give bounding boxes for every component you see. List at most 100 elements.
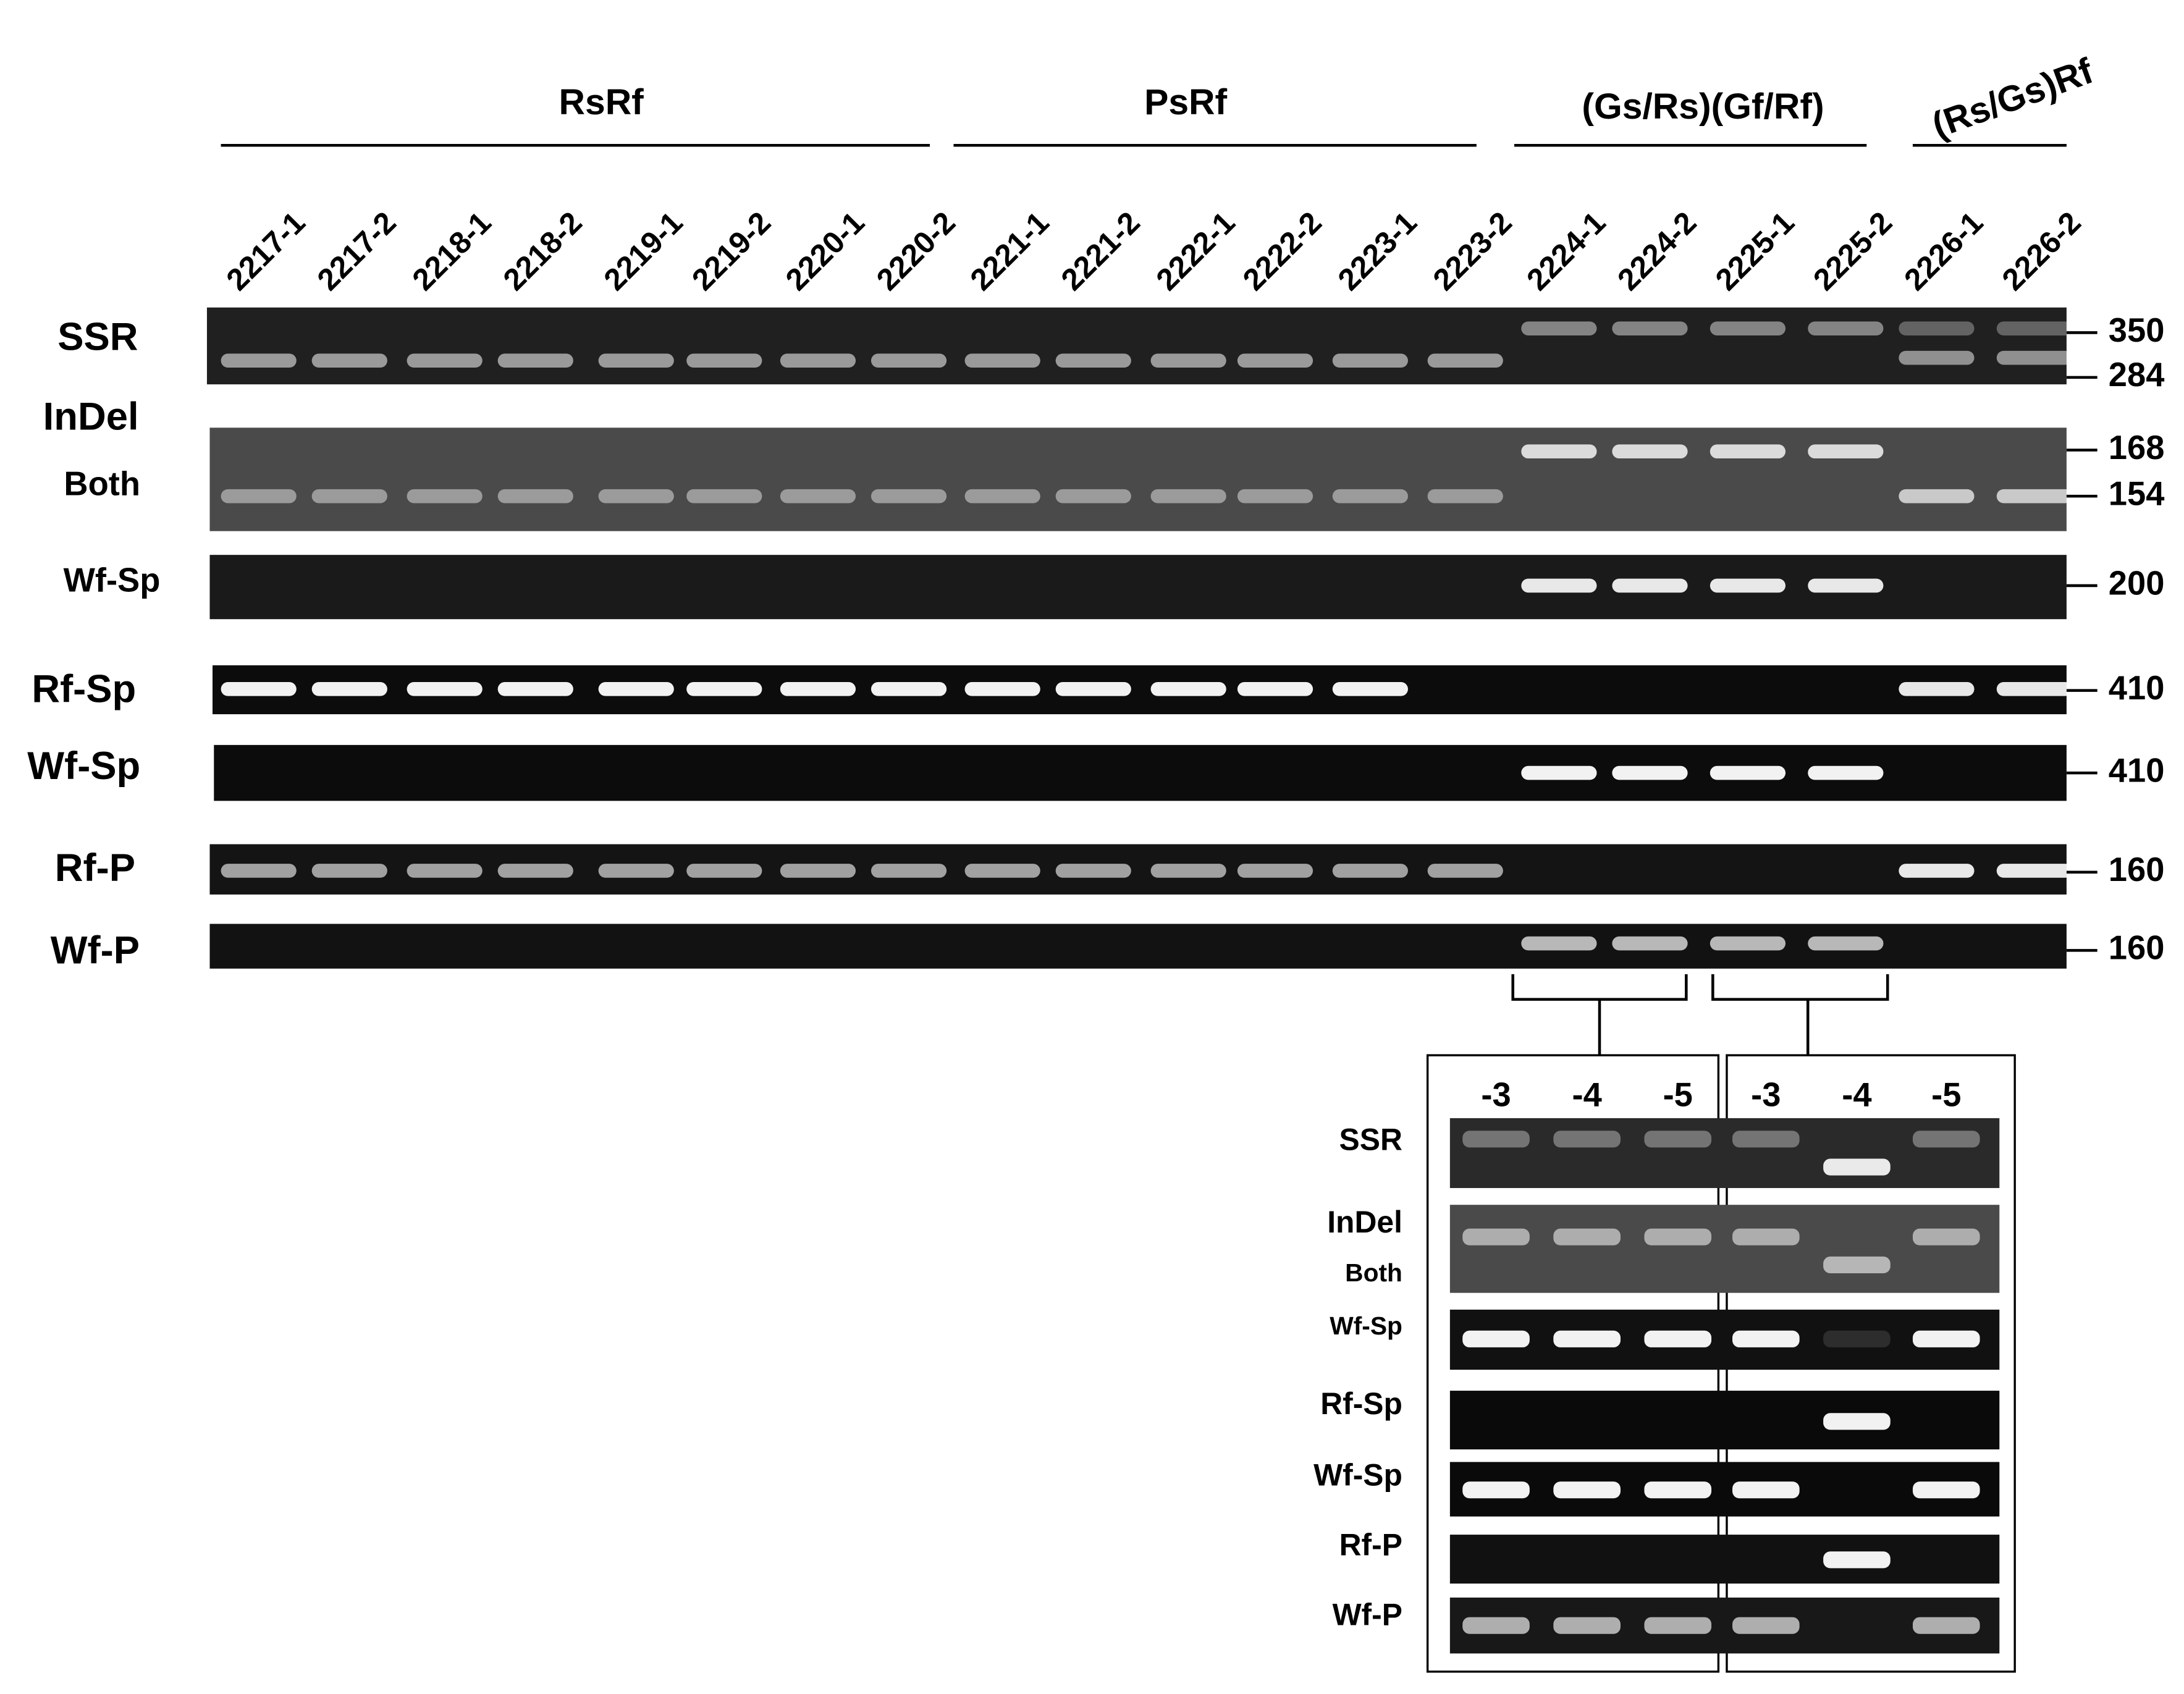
- band: [407, 864, 483, 878]
- band: [1055, 353, 1131, 368]
- band: [1710, 765, 1786, 780]
- band: [780, 489, 856, 504]
- band: [598, 682, 674, 696]
- lane-label: 2224-1: [1520, 205, 1612, 297]
- band: [1521, 765, 1597, 780]
- lane-label: 2226-2: [1996, 205, 2088, 297]
- band: [1644, 1481, 1712, 1499]
- band: [1521, 936, 1597, 951]
- band: [1823, 1551, 1891, 1569]
- band: [1553, 1481, 1621, 1499]
- band: [1732, 1330, 1800, 1347]
- band: [1237, 489, 1313, 504]
- band: [1612, 936, 1688, 951]
- band: [1237, 864, 1313, 878]
- band: [871, 682, 947, 696]
- band: [1808, 444, 1884, 459]
- row-label: SSR: [57, 315, 138, 358]
- band: [1521, 321, 1597, 335]
- band: [1462, 1131, 1530, 1148]
- band: [1462, 1228, 1530, 1245]
- band: [407, 489, 483, 504]
- band: [686, 864, 762, 878]
- lane-label: 2222-2: [1236, 205, 1328, 297]
- band: [1427, 353, 1503, 368]
- lane-label: 2226-1: [1897, 205, 1989, 297]
- lane-label: 2225-2: [1807, 205, 1899, 297]
- band: [1912, 1131, 1980, 1148]
- size-marker: 160: [2109, 851, 2165, 888]
- band: [1899, 864, 1975, 878]
- band: [1553, 1131, 1621, 1148]
- inset-gel: [1449, 1118, 2000, 1189]
- band: [1644, 1617, 1712, 1634]
- band: [1553, 1617, 1621, 1634]
- band: [1912, 1481, 1980, 1499]
- band: [871, 864, 947, 878]
- lane-label: 2220-2: [870, 205, 962, 297]
- size-marker: 350: [2109, 311, 2165, 349]
- band: [1912, 1617, 1980, 1634]
- band: [1332, 864, 1408, 878]
- band: [1553, 1228, 1621, 1245]
- band: [1150, 489, 1226, 504]
- lane-label: 2217-2: [311, 205, 403, 297]
- band: [1055, 489, 1131, 504]
- band: [1462, 1330, 1530, 1347]
- band: [964, 682, 1040, 696]
- band: [686, 489, 762, 504]
- band: [221, 864, 297, 878]
- band: [1462, 1617, 1530, 1634]
- band: [1732, 1228, 1800, 1245]
- band: [1808, 765, 1884, 780]
- band: [1996, 489, 2072, 504]
- band: [1237, 682, 1313, 696]
- band: [964, 353, 1040, 368]
- lane-label: 2218-1: [405, 205, 497, 297]
- band: [1612, 321, 1688, 335]
- band: [1521, 578, 1597, 593]
- inset-gel: [1449, 1391, 2000, 1450]
- band: [780, 864, 856, 878]
- size-marker: 410: [2109, 751, 2165, 789]
- band: [1899, 350, 1975, 365]
- band: [1710, 578, 1786, 593]
- band: [311, 682, 387, 696]
- band: [221, 353, 297, 368]
- band: [1996, 682, 2072, 696]
- column-label: -3: [1481, 1076, 1511, 1113]
- band: [1612, 578, 1688, 593]
- row-label: Rf-Sp: [32, 668, 136, 711]
- column-label: -5: [1663, 1076, 1693, 1113]
- band: [1055, 682, 1131, 696]
- inset-gel: [1449, 1535, 2000, 1584]
- band: [1823, 1256, 1891, 1274]
- band: [311, 353, 387, 368]
- band: [1808, 321, 1884, 335]
- lane-label: 2221-1: [963, 205, 1055, 297]
- group-label: (Rs/Gs)Rf: [1927, 51, 2099, 146]
- band: [1710, 321, 1786, 335]
- band: [1055, 864, 1131, 878]
- gel: [214, 744, 2067, 801]
- band: [1427, 489, 1503, 504]
- column-label: -4: [1572, 1076, 1602, 1113]
- lane-label: 2223-2: [1426, 205, 1518, 297]
- band: [221, 489, 297, 504]
- lane-label: 2219-1: [597, 205, 689, 297]
- gel: [212, 665, 2067, 715]
- group-label: (Gs/Rs)(Gf/Rf): [1582, 86, 1824, 127]
- band: [497, 489, 573, 504]
- band: [1808, 578, 1884, 593]
- inset-row-label: InDel: [1327, 1205, 1402, 1239]
- band: [598, 353, 674, 368]
- lane-label: 2222-1: [1149, 205, 1241, 297]
- band: [598, 489, 674, 504]
- size-marker: 284: [2109, 356, 2165, 394]
- lane-label: 2218-2: [497, 205, 589, 297]
- gel: [206, 307, 2067, 385]
- inset-gel: [1449, 1597, 2000, 1654]
- group-label: PsRf: [1144, 82, 1227, 122]
- lane-label: 2221-2: [1055, 205, 1147, 297]
